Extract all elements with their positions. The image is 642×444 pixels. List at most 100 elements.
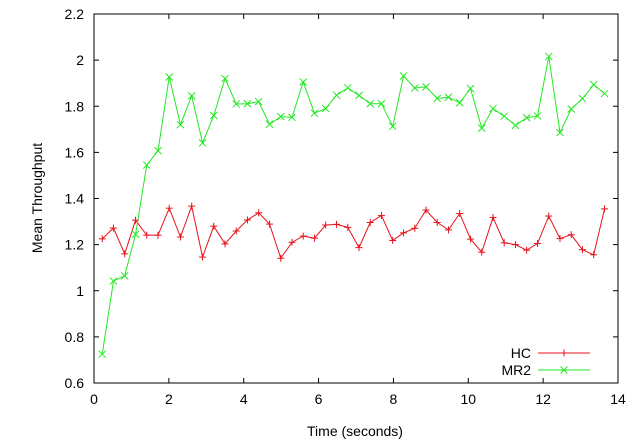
data-point-mr2 <box>355 91 363 100</box>
data-point-mr2 <box>265 120 274 129</box>
data-point-hc <box>433 218 441 226</box>
data-point-mr2 <box>388 122 397 131</box>
data-point-hc <box>601 205 609 213</box>
data-point-mr2 <box>131 230 140 239</box>
data-point-hc <box>255 209 263 217</box>
x-tick-label: 6 <box>315 391 323 407</box>
data-point-mr2 <box>444 93 453 102</box>
data-point-mr2 <box>533 112 542 120</box>
data-point-hc <box>299 232 307 240</box>
data-point-hc <box>277 254 285 262</box>
data-point-hc <box>422 206 430 214</box>
data-point-hc <box>478 248 486 256</box>
legend-item-hc: HC <box>511 345 590 361</box>
data-point-hc <box>154 231 162 239</box>
data-point-mr2 <box>343 83 352 92</box>
legend-marker-symbol-mr2 <box>560 366 568 374</box>
data-point-hc <box>523 246 531 254</box>
legend-marker-mr2 <box>560 366 568 374</box>
data-point-hc <box>176 233 184 241</box>
data-point-mr2 <box>377 99 386 108</box>
series-line-hc <box>101 204 606 260</box>
data-point-hc <box>389 236 397 244</box>
data-point-mr2 <box>98 350 107 359</box>
data-point-mr2 <box>187 92 196 100</box>
data-point-hc <box>143 231 151 239</box>
data-point-hc <box>567 231 575 239</box>
data-point-mr2 <box>500 112 509 121</box>
data-point-hc <box>243 216 251 224</box>
data-point-hc <box>188 202 196 210</box>
y-tick-label: 2 <box>76 52 84 68</box>
data-point-mr2 <box>154 146 162 155</box>
x-tick-label: 0 <box>90 391 98 407</box>
data-point-hc <box>109 224 117 232</box>
data-point-hc <box>511 241 519 249</box>
data-point-mr2 <box>254 97 263 106</box>
series-mr2 <box>98 52 609 359</box>
x-tick-label: 12 <box>535 391 551 407</box>
y-tick-label: 1.6 <box>65 144 85 160</box>
data-point-mr2 <box>332 91 341 100</box>
data-point-hc <box>411 224 419 232</box>
data-point-mr2 <box>410 84 419 92</box>
x-tick-label: 14 <box>610 391 626 407</box>
data-point-mr2 <box>589 80 598 89</box>
data-point-mr2 <box>276 112 285 121</box>
data-point-mr2 <box>455 98 464 107</box>
data-point-mr2 <box>399 72 408 80</box>
data-point-hc <box>556 235 564 243</box>
data-point-hc <box>210 222 218 230</box>
x-tick-label: 10 <box>460 391 476 407</box>
x-axis-title: Time (seconds) <box>307 423 403 439</box>
data-point-mr2 <box>600 89 609 98</box>
data-point-hc <box>444 226 452 234</box>
data-point-mr2 <box>142 161 151 169</box>
data-point-hc <box>377 212 385 220</box>
legend-marker-symbol-hc <box>560 349 568 357</box>
legend-item-mr2: MR2 <box>501 362 590 378</box>
data-point-hc <box>534 239 542 247</box>
data-point-hc <box>98 235 106 243</box>
y-tick-label: 2.2 <box>65 6 85 22</box>
data-point-hc <box>578 246 586 254</box>
data-point-hc <box>221 240 229 248</box>
x-tick-label: 8 <box>390 391 398 407</box>
data-point-mr2 <box>198 139 207 147</box>
legend-label-hc: HC <box>511 345 531 361</box>
data-point-mr2 <box>466 84 475 93</box>
legend-marker-hc <box>560 349 568 357</box>
data-point-hc <box>355 244 363 252</box>
data-point-hc <box>322 221 330 229</box>
y-tick-label: 1 <box>76 283 84 299</box>
y-tick-label: 1.4 <box>65 191 85 207</box>
data-point-mr2 <box>422 83 430 91</box>
plot-frame <box>93 13 619 384</box>
legend-label-mr2: MR2 <box>501 362 531 378</box>
data-point-mr2 <box>477 124 486 133</box>
data-point-mr2 <box>522 113 531 122</box>
data-point-mr2 <box>288 113 296 122</box>
data-point-hc <box>288 238 296 246</box>
data-point-mr2 <box>556 128 564 137</box>
x-tick-label: 2 <box>165 391 173 407</box>
data-point-hc <box>333 220 341 228</box>
data-point-mr2 <box>310 109 319 118</box>
data-point-hc <box>500 239 508 247</box>
data-point-hc <box>545 212 553 220</box>
series-layer <box>98 52 609 359</box>
y-axis-title: Mean Throughput <box>29 143 45 253</box>
data-point-mr2 <box>165 73 174 81</box>
data-point-mr2 <box>299 78 308 86</box>
data-point-mr2 <box>120 271 129 280</box>
series-hc <box>98 202 609 262</box>
data-point-mr2 <box>567 105 576 113</box>
tick-labels: 0 2 4 6 8 10 12 14 0.6 0.8 1 1.2 1.4 1.6 1.8 2 2.2 <box>65 6 626 407</box>
data-point-hc <box>489 213 497 221</box>
data-point-hc <box>165 204 173 212</box>
data-point-mr2 <box>544 52 553 61</box>
y-tick-label: 1.2 <box>65 237 85 253</box>
data-point-hc <box>366 218 374 226</box>
legend: HC MR2 <box>501 345 590 378</box>
